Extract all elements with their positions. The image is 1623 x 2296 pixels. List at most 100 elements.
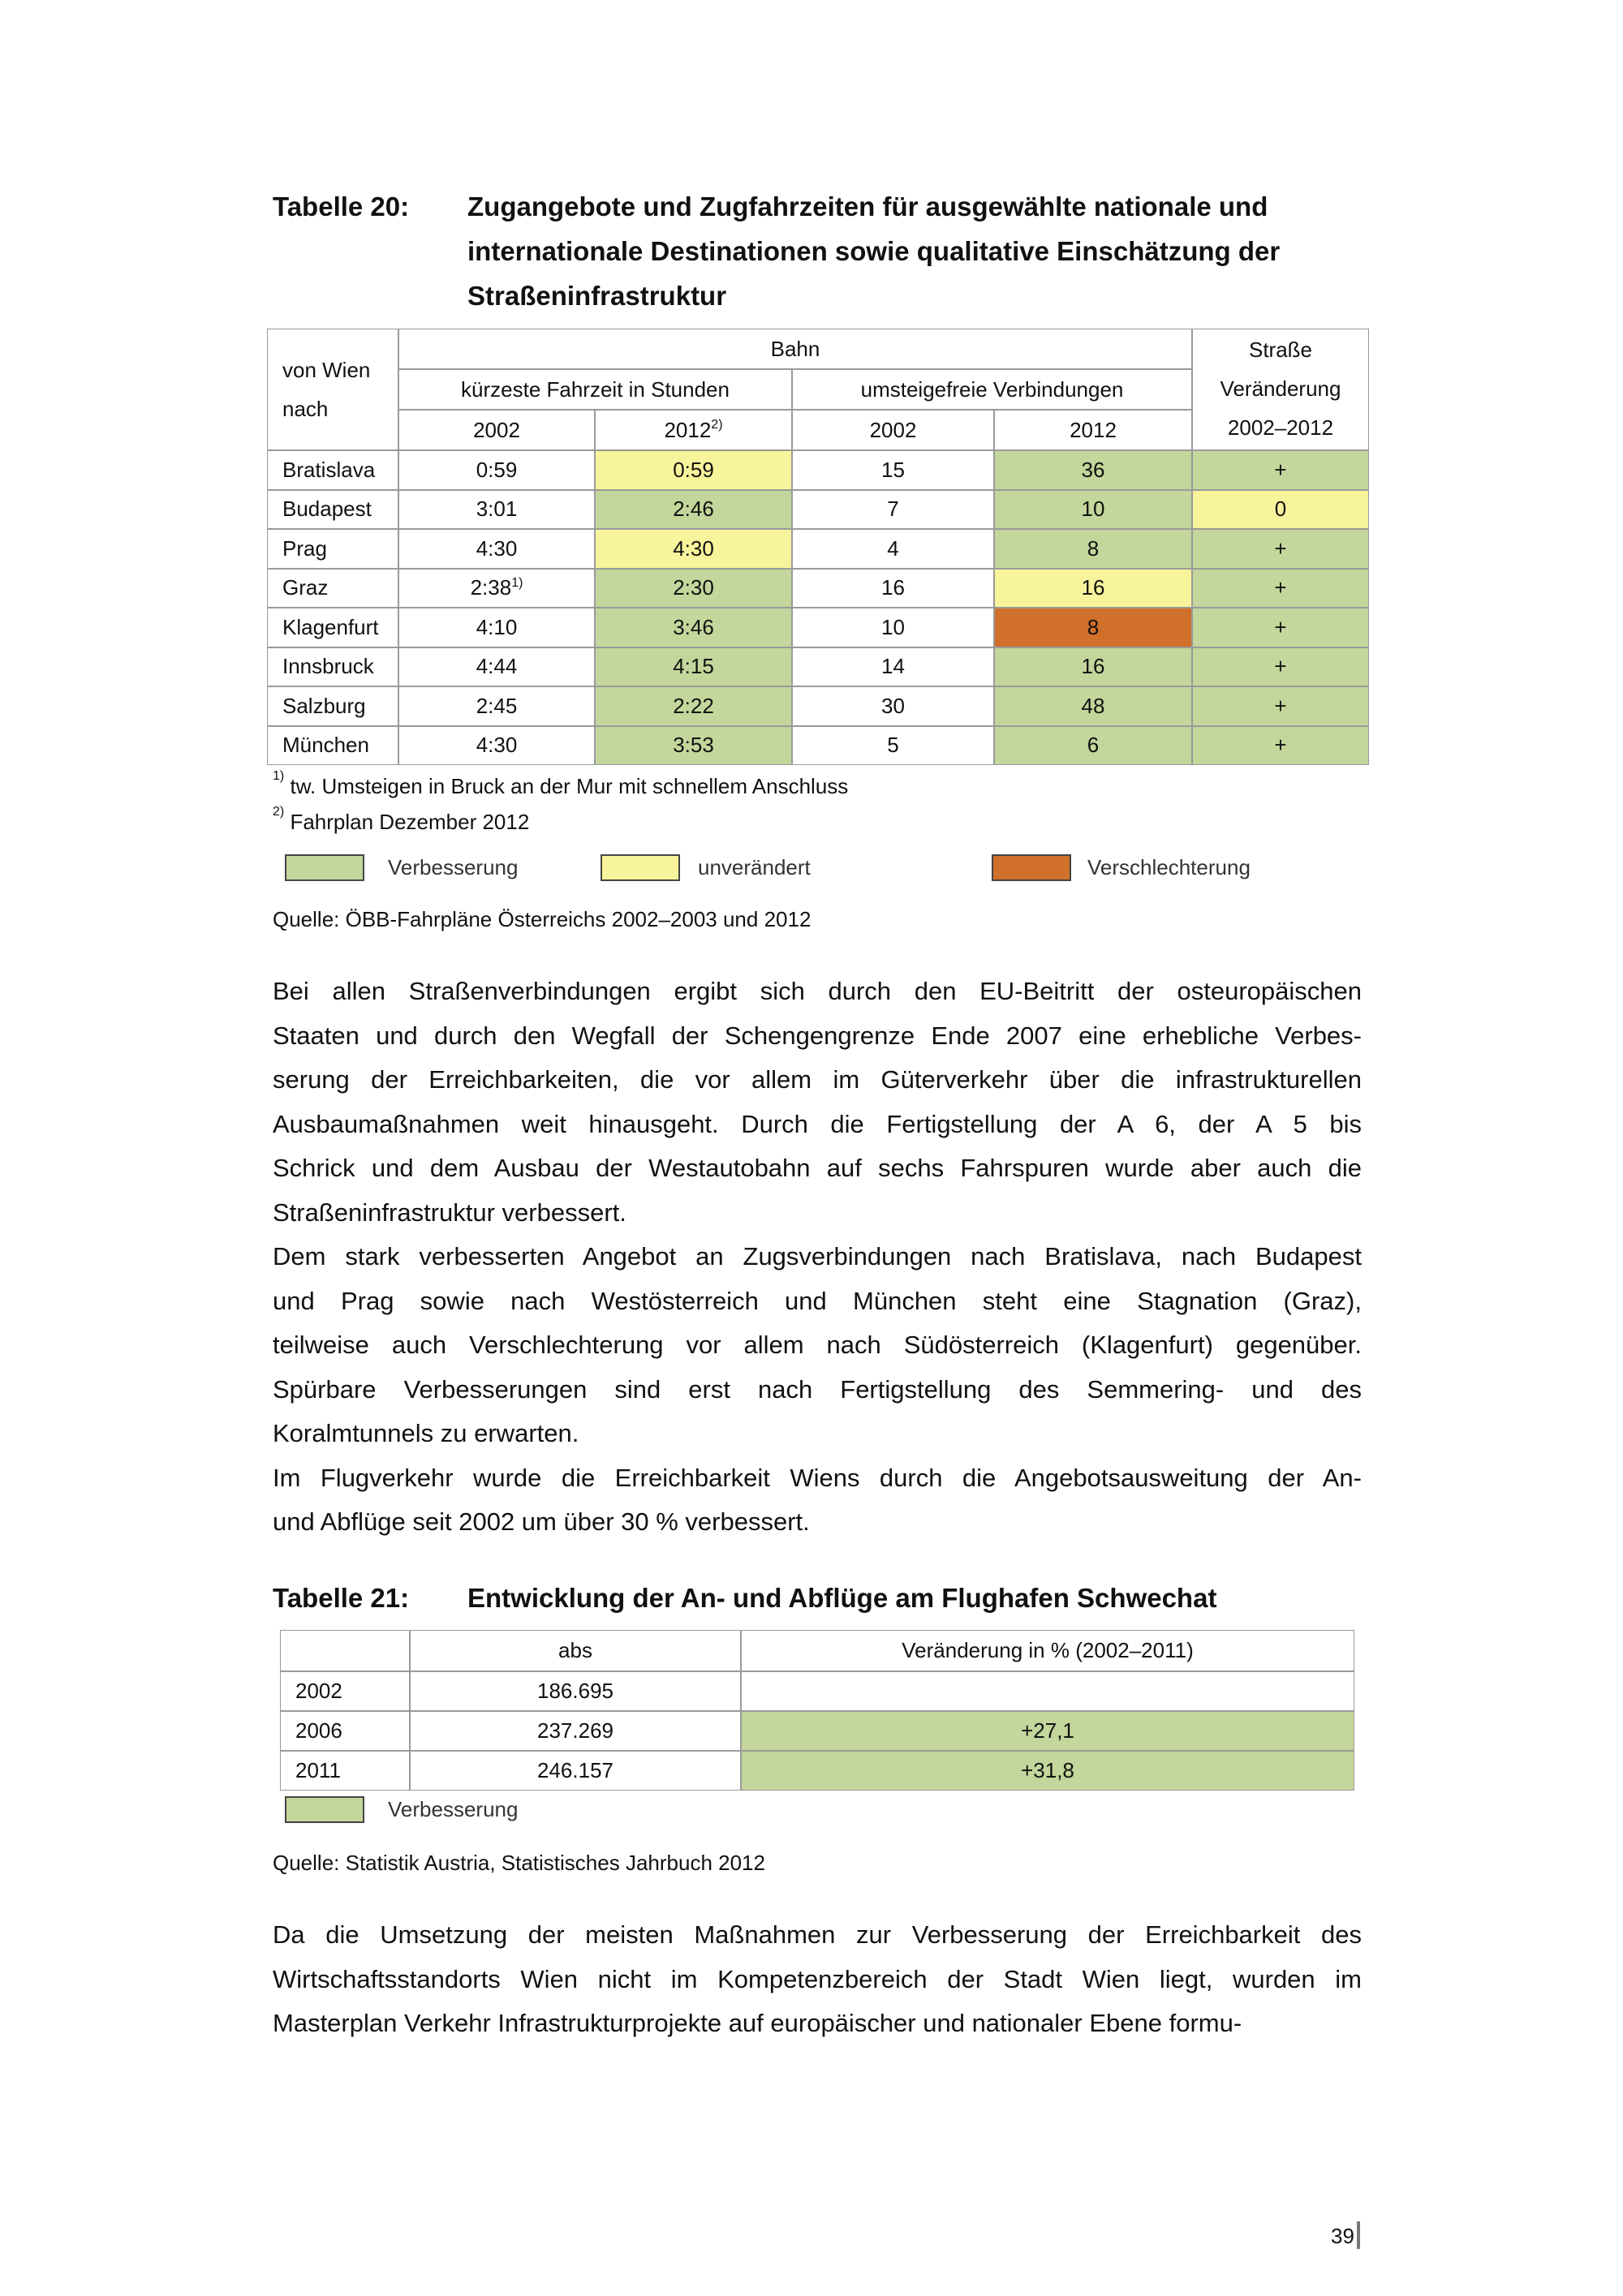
legend-swatch: [285, 854, 364, 881]
cell-text: 8: [1087, 614, 1100, 639]
cell-text: Budapest: [282, 497, 372, 522]
cell-text: Veränderung in % (2002–2011): [902, 1638, 1194, 1662]
body-line: Dem stark verbesserten Angebot an Zugsve…: [273, 1242, 1362, 1271]
cell-text: 2006: [295, 1718, 342, 1743]
city-cell: Innsbruck: [267, 647, 398, 686]
cell-text: 14: [881, 654, 905, 679]
city-cell: Salzburg: [267, 686, 398, 726]
table-title: Straßeninfrastruktur: [467, 281, 727, 311]
data-cell: +: [1192, 529, 1369, 569]
table-label: Tabelle 20:: [273, 191, 410, 221]
data-cell: 2:46: [595, 489, 792, 529]
year-cell: 2011: [280, 1751, 410, 1791]
cell-text: 4:44: [476, 654, 518, 679]
cell-text: 16: [1081, 654, 1105, 679]
cell-text: 2:30: [673, 575, 714, 600]
table-title: Zugangebote und Zugfahrzeiten für ausgew…: [467, 191, 1268, 221]
abs-cell: 246.157: [410, 1751, 741, 1791]
body-line: Koralmtunnels zu erwarten.: [273, 1419, 579, 1447]
cell-text: +31,8: [1021, 1758, 1074, 1782]
cell-text: +: [1274, 457, 1287, 482]
data-cell: 4: [792, 529, 994, 569]
header-umsteige: umsteigefreie Verbindungen: [792, 369, 1192, 410]
footnote: 1) tw. Umsteigen in Bruck an der Mur mit…: [273, 769, 849, 799]
data-cell: 3:01: [398, 489, 595, 529]
body-line: Schrick und dem Ausbau der Westautobahn …: [273, 1154, 1362, 1182]
cell-text: Veränderung: [1220, 376, 1341, 401]
cell-text: 4:30: [476, 535, 518, 561]
data-cell: +: [1192, 568, 1369, 608]
cell-text: 0:59: [673, 457, 714, 482]
cell-text: +: [1274, 654, 1287, 679]
data-cell: 10: [792, 608, 994, 647]
data-cell: 10: [994, 489, 1192, 529]
data-cell: 4:10: [398, 608, 595, 647]
change-cell: +27,1: [741, 1711, 1354, 1751]
body-line: teilweise auch Verschlechterung vor alle…: [273, 1331, 1362, 1359]
legend-label: Verbesserung: [388, 855, 519, 879]
cell-text: Prag: [282, 535, 327, 561]
cell-text: 10: [1081, 497, 1105, 522]
cell-text: 48: [1081, 693, 1105, 718]
header-year: 2012: [994, 410, 1192, 450]
footnote-text: tw. Umsteigen in Bruck an der Mur mit sc…: [290, 774, 849, 798]
table-title: internationale Destinationen sowie quali…: [467, 236, 1281, 266]
body-line: Im Flugverkehr wurde die Erreichbarkeit …: [273, 1463, 1362, 1492]
body-line: serung der Erreichbarkeiten, die vor all…: [273, 1065, 1362, 1094]
data-cell: 16: [994, 568, 1192, 608]
data-cell: +: [1192, 450, 1369, 490]
change-cell: [741, 1671, 1354, 1711]
city-cell: Budapest: [267, 489, 398, 529]
cell-text: 4:15: [673, 654, 714, 679]
cell-text: 186.695: [537, 1679, 613, 1703]
data-cell: 36: [994, 450, 1192, 490]
header-abs: abs: [410, 1630, 741, 1671]
cell-text: 237.269: [537, 1718, 613, 1743]
data-cell: 48: [994, 686, 1192, 726]
data-cell: 0:59: [398, 450, 595, 490]
data-cell: +: [1192, 686, 1369, 726]
cell-text: 16: [881, 575, 905, 600]
cell-text: +: [1274, 614, 1287, 639]
row-head: von Wien nach: [267, 329, 398, 450]
data-cell: 6: [994, 725, 1192, 765]
cell-text: +27,1: [1021, 1718, 1074, 1743]
cell-text: 4:10: [476, 614, 518, 639]
data-cell: 3:46: [595, 608, 792, 647]
source: Quelle: ÖBB-Fahrpläne Österreichs 2002–2…: [273, 907, 812, 931]
table-label: Tabelle 21:: [273, 1583, 410, 1613]
cell-text: von Wien nach: [282, 358, 371, 421]
legend-swatch: [601, 854, 680, 881]
cell-text: 36: [1081, 457, 1105, 482]
data-cell: 2:45: [398, 686, 595, 726]
superscript: 2): [711, 418, 723, 432]
data-cell: 2:30: [595, 568, 792, 608]
cell-text: 16: [1081, 575, 1105, 600]
cell-text: 2002: [473, 417, 520, 442]
cell-text: Bratislava: [282, 457, 376, 482]
cell-text: 3:01: [476, 497, 518, 522]
data-cell: 8: [994, 529, 1192, 569]
header-strasse: Veränderung: [1192, 372, 1369, 406]
header-strasse-box: [1192, 329, 1369, 450]
body-line: und Abflüge seit 2002 um über 30 % verbe…: [273, 1507, 810, 1536]
data-cell: 14: [792, 647, 994, 686]
cell-text: abs: [558, 1638, 592, 1662]
cell-text: 3:46: [673, 614, 714, 639]
header-year: 2002: [792, 410, 994, 450]
data-cell: 15: [792, 450, 994, 490]
body-line: Bei allen Straßenverbindungen ergibt sic…: [273, 977, 1362, 1005]
footnote-mark: 1): [273, 769, 285, 783]
city-cell: München: [267, 725, 398, 765]
cell-text: 2012: [664, 417, 712, 442]
data-cell: 4:44: [398, 647, 595, 686]
data-cell: 2:22: [595, 686, 792, 726]
cell-text: +: [1274, 535, 1287, 561]
legend-label: Verschlechterung: [1087, 855, 1251, 879]
cell-text: 2:46: [673, 497, 714, 522]
cell-text: +: [1274, 733, 1287, 758]
data-cell: 16: [792, 568, 994, 608]
cell-text: 7: [887, 497, 899, 522]
header-empty: [280, 1630, 410, 1671]
